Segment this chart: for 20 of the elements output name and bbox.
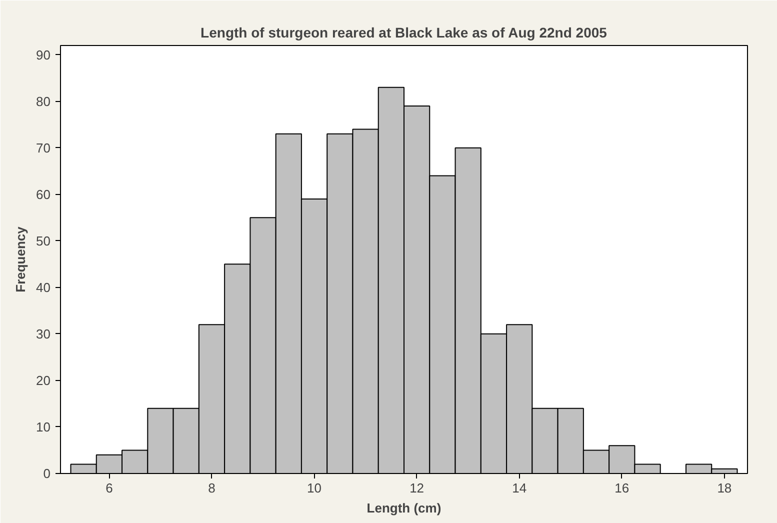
x-tick-label: 6 [106,480,113,496]
y-tick-label: 10 [36,419,51,434]
y-tick-label: 30 [36,326,51,342]
y-tick-label: 90 [36,47,51,62]
y-tick-label: 40 [36,280,51,295]
y-tick-label: 0 [43,466,51,481]
y-axis-title: Frequency [13,226,28,292]
chart-title: Length of sturgeon reared at Black Lake as of Aug 22nd 2005 [200,24,608,40]
x-tick-label: 10 [307,480,322,496]
x-tick-label: 14 [512,480,527,496]
x-tick-label: 12 [410,480,424,496]
y-tick-label: 60 [36,186,51,202]
x-tick-label: 8 [208,480,216,496]
y-tick-label: 20 [36,372,51,388]
x-tick-label: 16 [614,480,630,496]
y-tick-label: 50 [36,233,51,248]
y-tick-label: 70 [36,140,51,156]
x-axis-title: Length (cm) [366,500,442,516]
x-tick-label: 18 [717,480,732,496]
y-tick-label: 80 [36,94,51,109]
